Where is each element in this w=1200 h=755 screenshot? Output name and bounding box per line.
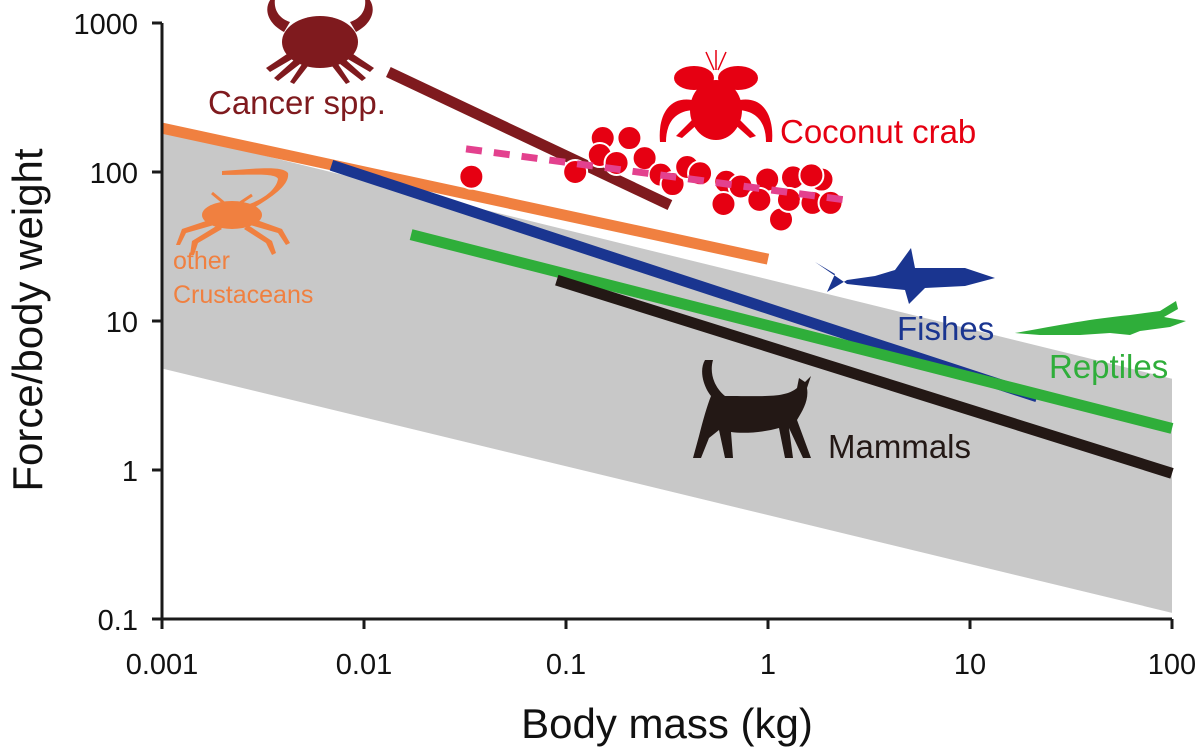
x-axis-title: Body mass (kg) [521,700,813,747]
series-line-reptiles [409,229,1174,434]
annotation-reptiles: Reptiles [1049,348,1168,385]
annotation-fishes: Fishes [897,310,994,347]
x-tick-label: 1 [760,649,776,681]
x-tick-label: 0.01 [336,649,392,681]
coconut-crab-icon [659,50,773,142]
y-tick-label: 10 [106,307,138,339]
annotation-coconut-crab: Coconut crab [780,113,976,150]
crocodile-icon [1015,301,1186,335]
annotation-other: other [173,247,230,275]
crab-icon [266,0,374,84]
shark-icon [815,248,995,304]
y-tick-label: 100 [90,158,138,190]
coconut-crab-point [458,163,485,190]
series-line-mammals [555,274,1174,479]
coconut-crab-point [710,190,737,217]
x-tick-label: 0.1 [546,649,586,681]
y-axis-title: Force/body weight [4,148,51,492]
x-tick-label: 0.001 [126,649,199,681]
cat-icon [693,360,811,458]
series-line-other-crustaceans [160,122,770,265]
coconut-crab-point [798,162,825,189]
series-line-fishes [329,160,1039,403]
series-line-coconut-crab-fit [465,145,846,204]
y-tick-label: 0.1 [98,605,138,637]
axes: 0.001 0.01 0.1 1 10 100 0.1 1 10 100 1000 [73,9,1196,681]
annotation-mammals: Mammals [828,428,971,465]
x-tick-label: 10 [954,649,986,681]
y-tick-label: 1000 [73,9,138,41]
series-line-cancer-spp [386,67,673,211]
range-band [162,130,1172,613]
y-tick-label: 1 [122,456,138,488]
coconut-crab-point [616,125,643,152]
annotation-cancer: Cancer spp. [208,84,386,121]
fiddler-crab-icon [176,168,290,255]
annotation-crustaceans: Crustaceans [173,281,313,309]
coconut-crab-point [746,186,773,213]
x-tick-label: 100 [1148,649,1196,681]
